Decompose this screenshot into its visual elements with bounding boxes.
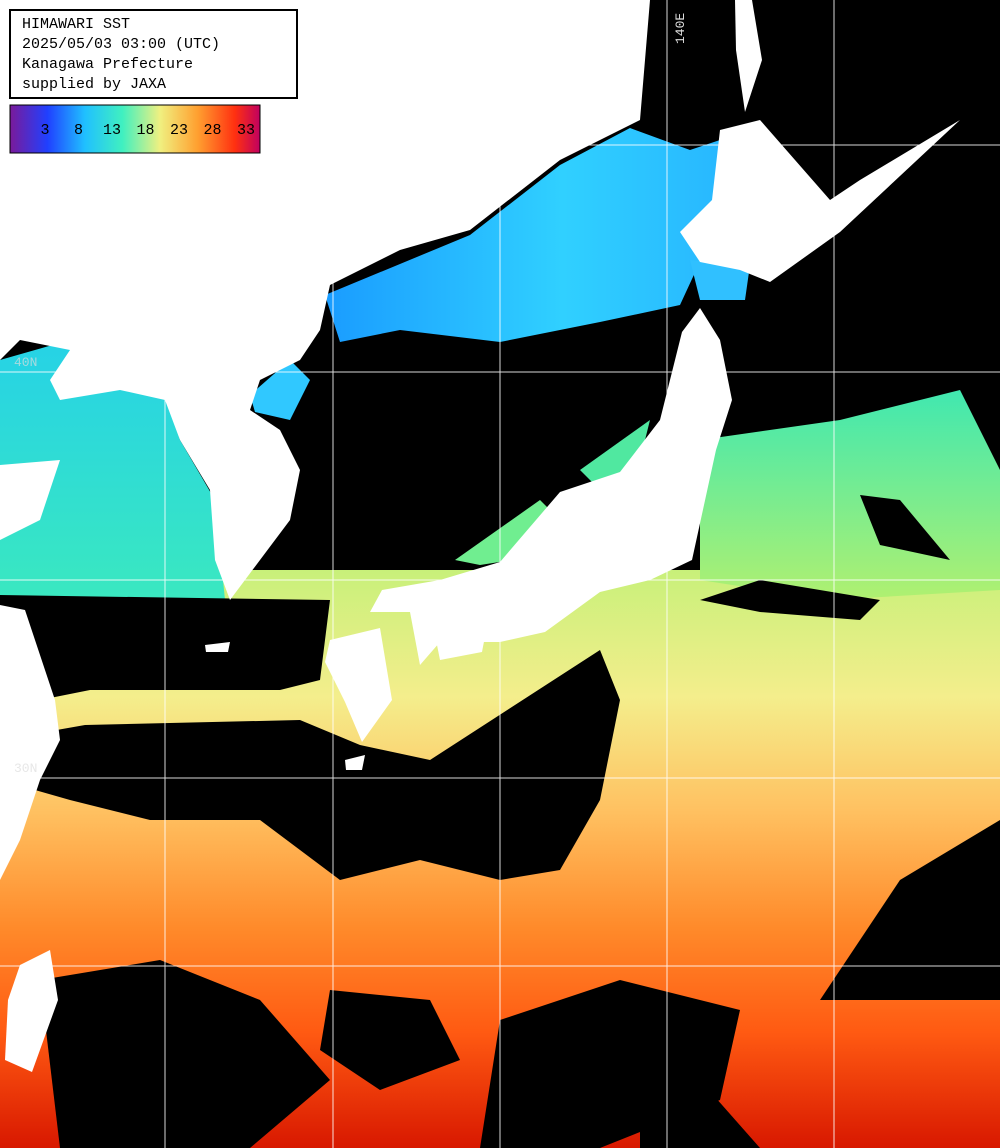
legend-tick: 3 [40,122,49,139]
header-line: supplied by JAXA [22,76,166,93]
header-box [9,9,298,99]
coastal-sea [580,380,660,490]
legend-ticks: 3 8 13 18 23 28 33 [40,122,255,139]
header-line: HIMAWARI SST [22,16,130,33]
legend-tick: 18 [136,122,154,139]
lat-label: 30N [14,761,37,776]
legend-tick: 23 [170,122,188,139]
coastal-sea [250,360,310,420]
color-bar [9,104,261,154]
lon-label: 140E [673,13,688,44]
header-line: Kanagawa Prefecture [22,56,193,73]
legend-tick: 13 [103,122,121,139]
header: HIMAWARI SST 2025/05/03 03:00 (UTC) Kanaga… [22,16,220,93]
tsugaru-sea [690,260,750,300]
sea-of-japan [325,128,720,342]
cloud-mask [0,495,1000,1148]
legend-tick: 28 [203,122,221,139]
legend-tick: 33 [237,122,255,139]
header-line: 2025/05/03 03:00 (UTC) [22,36,220,53]
legend-tick: 8 [74,122,83,139]
lat-label: 40N [14,355,37,370]
